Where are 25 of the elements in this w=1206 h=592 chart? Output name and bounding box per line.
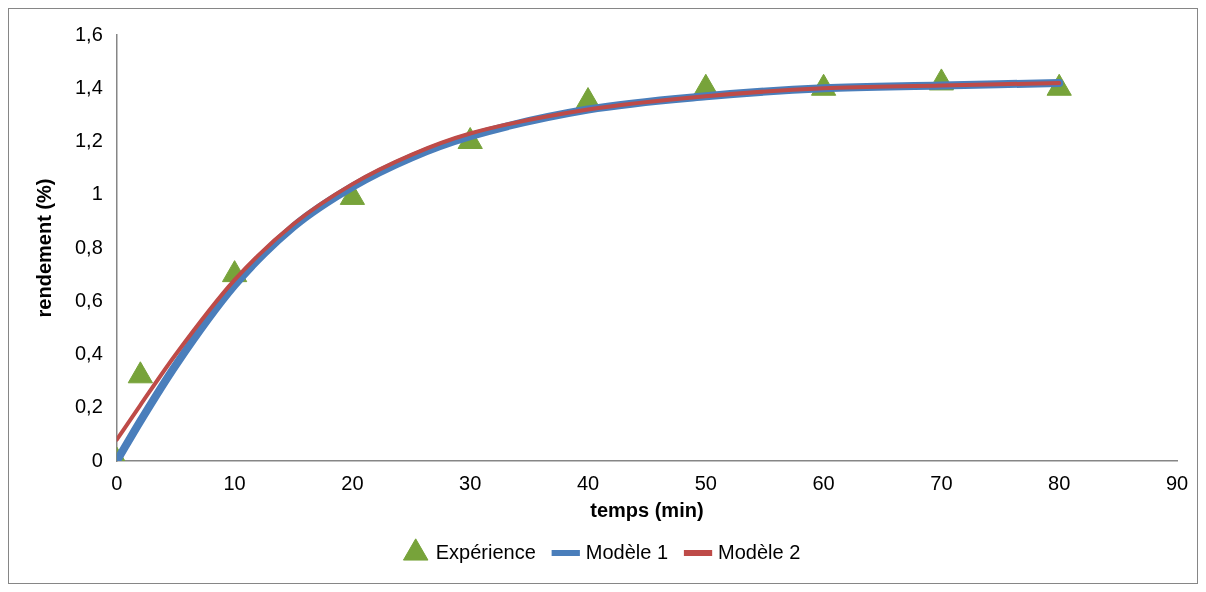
- y-tick-label: 0: [91, 448, 103, 471]
- point: [127, 361, 153, 384]
- y-tick-label: 1,2: [74, 129, 103, 152]
- x-tick-label: 50: [694, 471, 717, 494]
- y-tick-label: 0,4: [74, 342, 103, 365]
- y-tick-label: 1,6: [74, 22, 103, 45]
- x-tick-label: 0: [111, 471, 123, 494]
- x-tick-label: 10: [223, 471, 246, 494]
- y-tick-label: 0,6: [74, 288, 103, 311]
- legend-label: Expérience: [435, 540, 536, 563]
- legend-label: Modèle 1: [585, 540, 669, 563]
- y-tick-label: 1,4: [74, 75, 103, 98]
- y-axis-title: rendement (%): [32, 178, 55, 318]
- x-tick-label: 60: [812, 471, 835, 494]
- x-axis-title: temps (min): [590, 498, 704, 521]
- y-tick-label: 0,2: [74, 395, 103, 418]
- x-tick-label: 30: [459, 471, 482, 494]
- x-tick-label: 70: [930, 471, 953, 494]
- y-tick-label: 1: [91, 182, 103, 205]
- x-tick-label: 80: [1048, 471, 1071, 494]
- x-tick-label: 90: [1165, 471, 1189, 494]
- x-tick-label: 40: [576, 471, 600, 494]
- legend-label: Modèle 2: [718, 540, 801, 563]
- x-tick-label: 20: [341, 471, 364, 494]
- y-tick-label: 0,8: [74, 235, 103, 258]
